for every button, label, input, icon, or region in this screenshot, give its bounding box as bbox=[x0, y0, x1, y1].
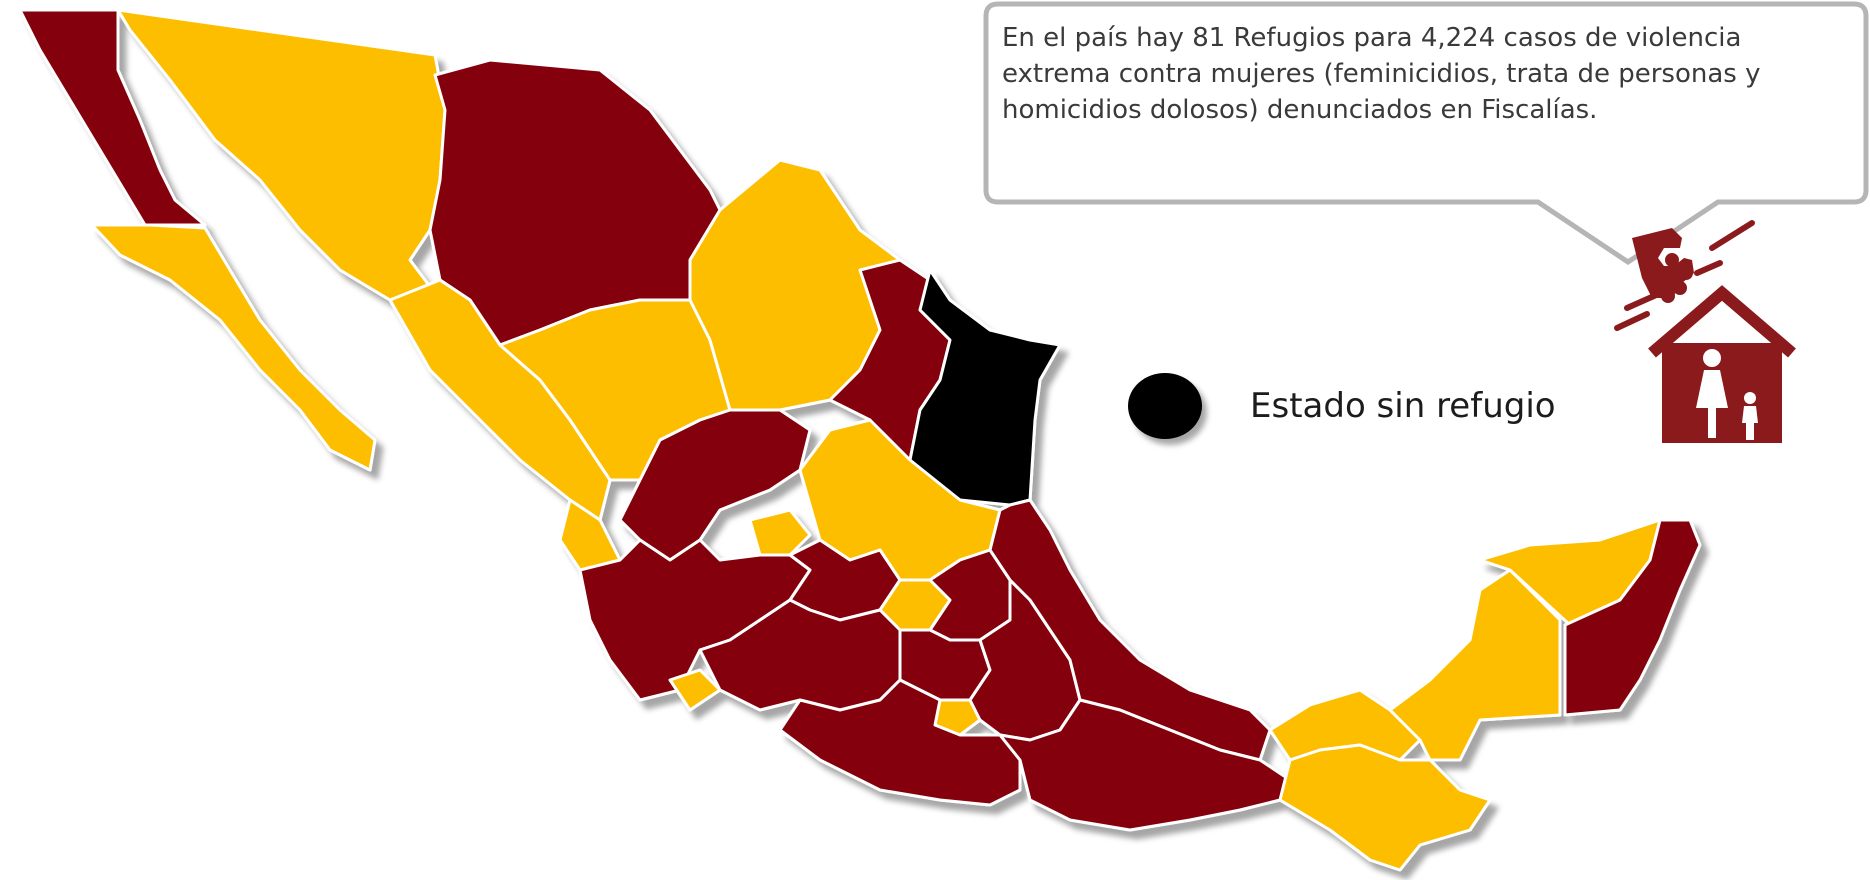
state-campeche bbox=[1388, 568, 1562, 762]
state-baja-california bbox=[18, 8, 207, 227]
child-figure-icon bbox=[1742, 392, 1758, 440]
callout-text: En el país hay 81 Refugios para 4,224 ca… bbox=[1002, 23, 1761, 125]
state-quintana-roo bbox=[1563, 518, 1702, 717]
fist-and-shelter-icon bbox=[1614, 220, 1796, 443]
legend-label: Estado sin refugio bbox=[1250, 386, 1556, 426]
woman-figure-icon bbox=[1696, 349, 1728, 438]
state-aguascalientes bbox=[748, 508, 812, 557]
legend-marker-no-refuge bbox=[1128, 373, 1202, 439]
impact-lines bbox=[1614, 220, 1755, 331]
state-chiapas bbox=[1278, 743, 1492, 872]
house-icon bbox=[1648, 285, 1796, 443]
callout-box: En el país hay 81 Refugios para 4,224 ca… bbox=[978, 0, 1870, 266]
state-baja-california-sur bbox=[90, 223, 377, 472]
legend: Estado sin refugio bbox=[1128, 366, 1556, 446]
fist-icon bbox=[1632, 228, 1694, 303]
